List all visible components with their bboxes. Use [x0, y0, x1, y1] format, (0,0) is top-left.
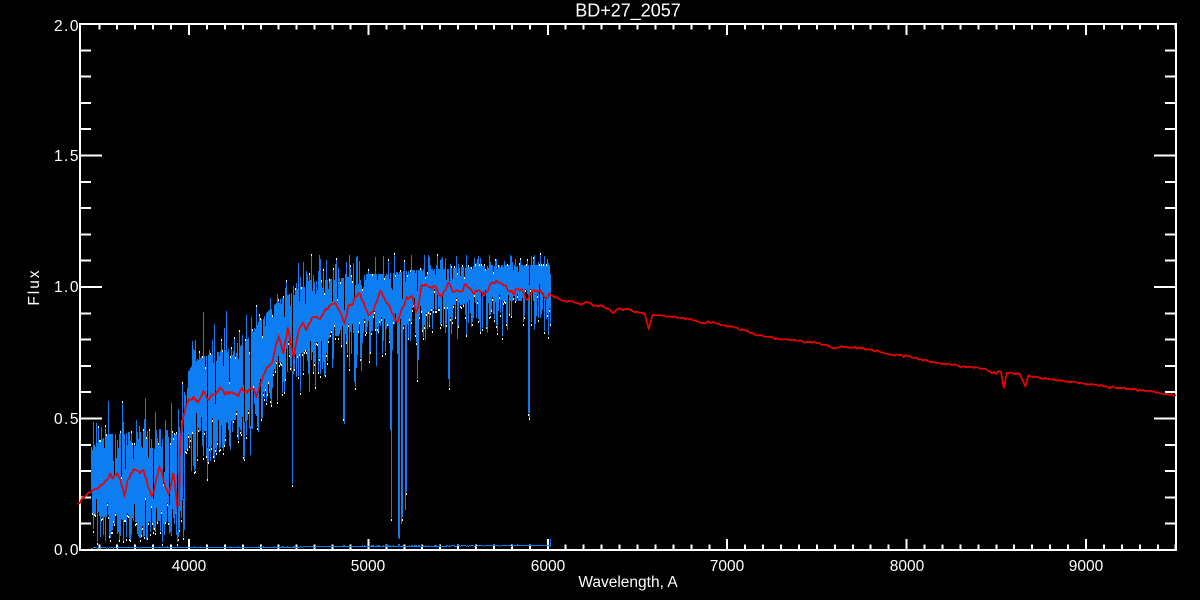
svg-text:BD+27_2057: BD+27_2057: [575, 1, 681, 22]
svg-text:8000: 8000: [890, 558, 925, 575]
svg-text:2.0: 2.0: [54, 18, 80, 35]
svg-text:9000: 9000: [1069, 558, 1104, 575]
svg-text:7000: 7000: [710, 558, 745, 575]
svg-text:1.0: 1.0: [54, 279, 80, 296]
svg-text:Wavelength, A: Wavelength, A: [578, 574, 678, 591]
svg-text:0.5: 0.5: [54, 411, 80, 428]
svg-text:Flux: Flux: [26, 268, 43, 305]
svg-text:6000: 6000: [531, 558, 566, 575]
svg-text:4000: 4000: [172, 558, 207, 575]
svg-text:0.0: 0.0: [54, 542, 80, 559]
svg-text:5000: 5000: [351, 558, 386, 575]
svg-text:1.5: 1.5: [54, 148, 80, 165]
